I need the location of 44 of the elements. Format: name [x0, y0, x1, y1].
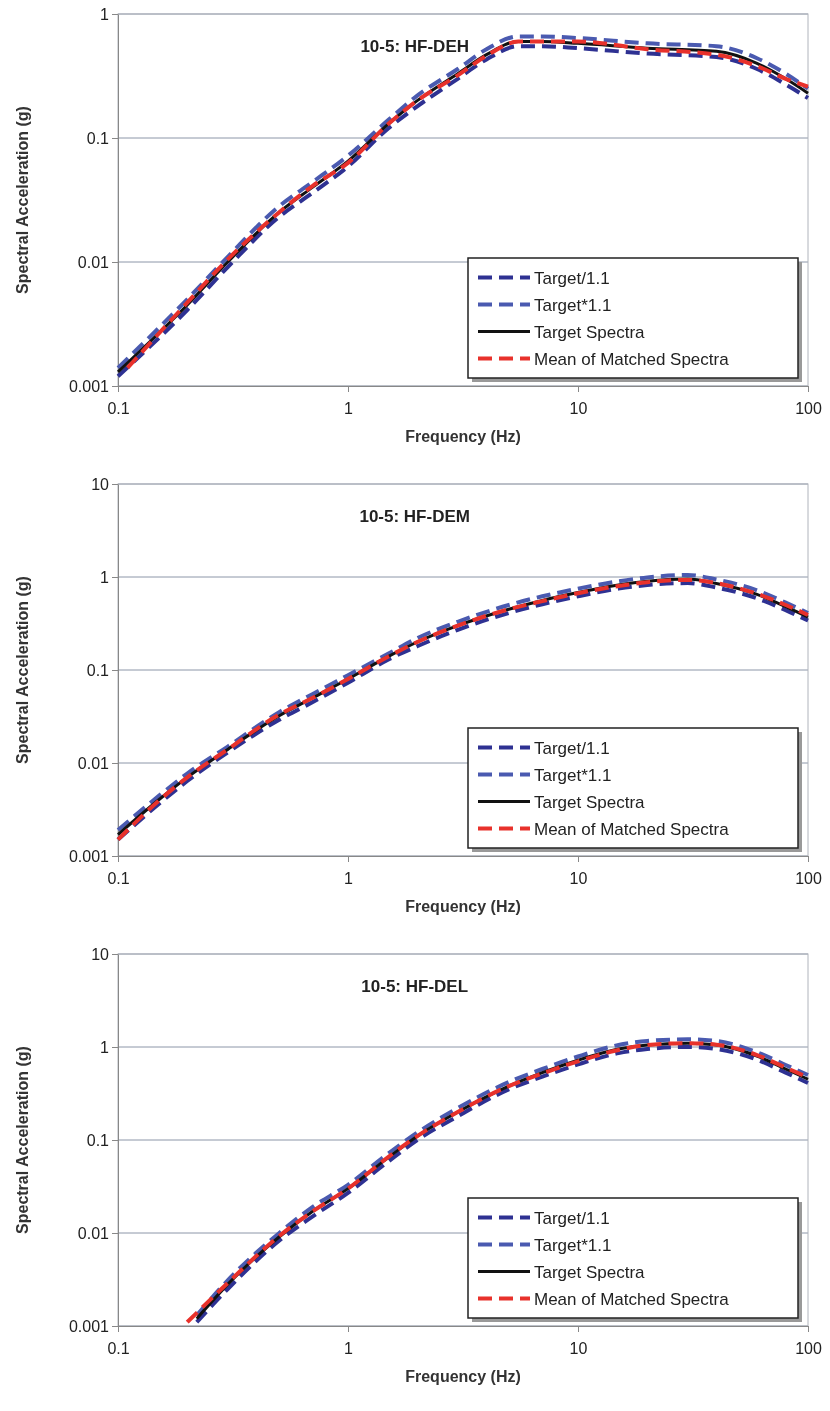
legend-label: Target/1.1	[534, 738, 610, 758]
text: 10-5: HF-DEH	[360, 37, 470, 56]
x-tick-label: 10	[569, 870, 588, 888]
x-tick-label: 100	[795, 400, 822, 418]
legend-label: Target/1.1	[534, 268, 610, 288]
y-tick-label: 0.1	[86, 1131, 110, 1149]
y-axis-title: Spectral Acceleration (g)	[14, 1046, 31, 1234]
y-axis-title: Spectral Acceleration (g)	[14, 576, 31, 764]
y-tick-label: 0.01	[77, 1224, 110, 1242]
x-tick-label: 10	[569, 400, 588, 418]
legend-label: Target*1.1	[534, 1235, 612, 1255]
x-axis-title: Frequency (Hz)	[405, 898, 521, 915]
text: 10-5: HF-DEL	[361, 977, 469, 996]
legend-label: Target/1.1	[534, 1208, 610, 1228]
y-tick-label: 0.01	[77, 754, 110, 772]
x-tick-label: 1	[344, 870, 354, 888]
y-tick-label: 0.01	[77, 253, 110, 271]
y-tick-label: 0.001	[68, 1317, 110, 1335]
legend-label: Target Spectra	[534, 1262, 646, 1282]
legend-label: Target*1.1	[534, 295, 612, 315]
legend-label: Target*1.1	[534, 765, 612, 785]
y-tick-label: 10	[91, 945, 110, 963]
legend-label: Mean of Matched Spectra	[534, 819, 730, 839]
legend-label: Target Spectra	[534, 792, 646, 812]
x-axis-title: Frequency (Hz)	[405, 428, 521, 445]
x-tick-label: 100	[795, 870, 822, 888]
y-tick-label: 0.001	[68, 377, 110, 395]
y-tick-label: 10	[91, 475, 110, 493]
legend-label: Target Spectra	[534, 322, 646, 342]
y-tick-label: 1	[100, 568, 110, 586]
x-tick-label: 10	[569, 1340, 588, 1358]
y-tick-label: 0.001	[68, 847, 110, 865]
y-axis-title: Spectral Acceleration (g)	[14, 106, 31, 294]
x-axis-title: Frequency (Hz)	[405, 1368, 521, 1385]
y-tick-label: 0.1	[86, 129, 110, 147]
text: 10-5: HF-DEM	[359, 507, 470, 526]
x-tick-label: 1	[344, 400, 354, 418]
y-tick-label: 1	[100, 5, 110, 23]
y-tick-label: 1	[100, 1038, 110, 1056]
legend-label: Mean of Matched Spectra	[534, 1289, 730, 1309]
legend-label: Mean of Matched Spectra	[534, 349, 730, 369]
x-tick-label: 1	[344, 1340, 354, 1358]
x-tick-label: 100	[795, 1340, 822, 1358]
y-tick-label: 0.1	[86, 661, 110, 679]
